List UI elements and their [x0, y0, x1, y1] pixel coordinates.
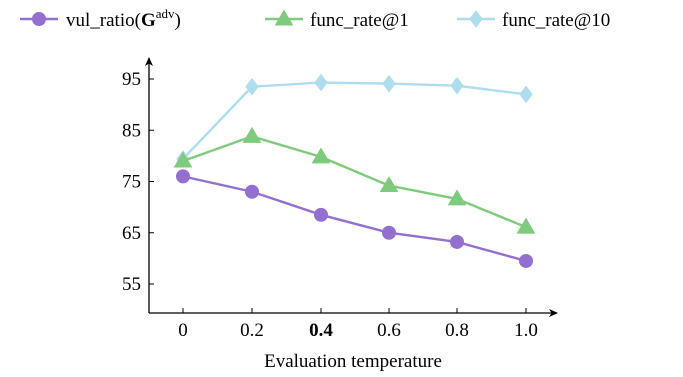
legend-label: func_rate@1: [310, 10, 409, 31]
series-line: [182, 81, 527, 160]
legend-item: func_rate@10: [457, 10, 610, 31]
legend: vul_ratio(Gadv) func_rate@1 func_rate@10: [20, 6, 610, 31]
series-0: [176, 169, 533, 268]
data-point: [516, 217, 536, 234]
data-point: [450, 234, 464, 249]
legend-marker: [469, 10, 483, 28]
legend-marker: [274, 9, 294, 26]
data-point: [314, 73, 328, 92]
y-tick-label: 75: [122, 172, 141, 193]
data-point: [450, 76, 464, 95]
y-tick-label: 85: [122, 120, 141, 141]
series-1: [173, 126, 536, 234]
y-tick-label: 65: [122, 223, 141, 244]
data-point: [314, 207, 328, 222]
legend-item: vul_ratio(Gadv): [20, 6, 181, 31]
x-tick-label: 0.4: [309, 320, 333, 341]
data-point: [173, 151, 193, 168]
legend-item: func_rate@1: [265, 9, 409, 31]
y-tick-label: 55: [122, 274, 141, 295]
y-tick-label: 95: [122, 69, 141, 90]
data-point: [311, 147, 331, 164]
legend-label: func_rate@10: [502, 10, 610, 31]
data-point: [519, 85, 533, 104]
x-tick-label: 0: [178, 320, 188, 341]
x-tick-label: 1.0: [514, 320, 538, 341]
axes: 55 65 75 85 95 0 0.2 0.4 0.6 0.8 1.0 Evaluation tem…: [122, 57, 558, 372]
series-line: [182, 175, 527, 263]
data-point: [379, 176, 399, 193]
data-point: [447, 189, 467, 206]
x-tick-label: 0.6: [377, 320, 401, 341]
data-point: [245, 77, 259, 96]
legend-marker: [32, 12, 46, 26]
x-axis-title: Evaluation temperature: [264, 351, 442, 372]
data-point: [382, 225, 396, 240]
data-point: [242, 126, 262, 143]
x-tick-label: 0.8: [445, 320, 469, 341]
legend-label: vul_ratio(Gadv): [66, 6, 181, 31]
x-tick-label: 0.2: [240, 320, 264, 341]
series-layer: [173, 73, 536, 268]
data-point: [245, 184, 259, 199]
data-point: [176, 169, 190, 184]
series-2: [176, 73, 533, 168]
data-point: [519, 253, 533, 268]
data-point: [382, 74, 396, 93]
series-line: [182, 135, 527, 229]
